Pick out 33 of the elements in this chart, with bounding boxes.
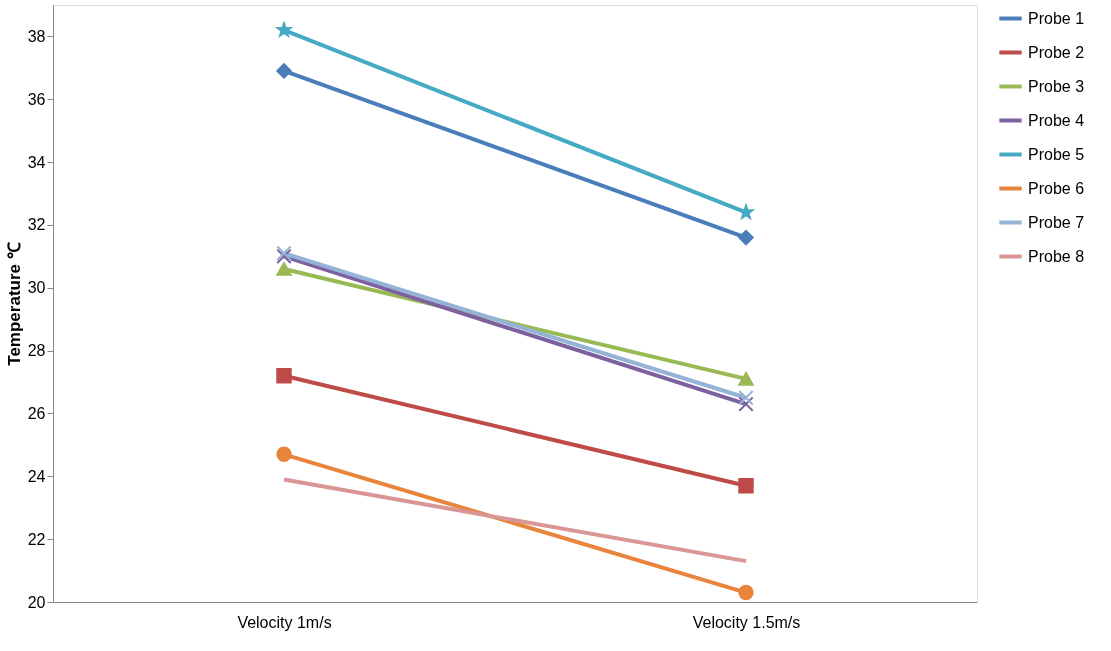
- point: [738, 390, 754, 406]
- point: [276, 22, 292, 37]
- y-tick-label: 30: [27, 279, 46, 297]
- legend-label: Probe 6: [1028, 179, 1085, 197]
- y-tick-label: 20: [27, 593, 46, 611]
- point: [738, 584, 754, 601]
- legend-label: Probe 8: [1028, 247, 1085, 265]
- legend-label: Probe 4: [1028, 111, 1085, 129]
- y-tick-label: 38: [27, 27, 46, 45]
- y-tick-label: 36: [27, 90, 46, 108]
- legend-label: Probe 5: [1028, 145, 1085, 163]
- point: [738, 202, 755, 221]
- legend-label: Probe 1: [1028, 9, 1085, 27]
- y-tick-label: 26: [27, 404, 46, 422]
- y-tick-label: 28: [27, 342, 46, 360]
- point: [276, 248, 292, 265]
- point: [276, 446, 292, 463]
- point: [276, 245, 292, 261]
- point: [738, 478, 754, 494]
- point: [276, 368, 292, 384]
- x-tick-label: Velocity 1.5m/s: [692, 613, 801, 631]
- y-tick-label: 24: [27, 467, 46, 485]
- x-tick-label: Velocity 1m/s: [237, 613, 332, 631]
- point: [276, 63, 292, 79]
- y-tick-label: 32: [27, 216, 46, 234]
- legend-label: Probe 7: [1028, 213, 1085, 231]
- y-tick-label: 34: [27, 153, 46, 171]
- y-tick-label: 22: [27, 530, 46, 548]
- point: [738, 229, 754, 246]
- legend-label: Probe 3: [1028, 77, 1085, 95]
- legend-label: Probe 2: [1028, 43, 1085, 61]
- y-axis-title: Temperature ℃: [4, 242, 24, 366]
- point: [738, 396, 754, 412]
